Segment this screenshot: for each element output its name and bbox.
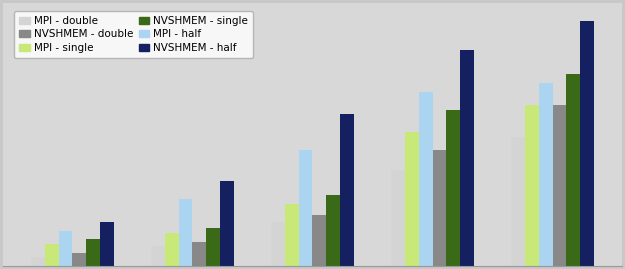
Bar bbox=[566, 74, 580, 266]
Bar bbox=[446, 110, 460, 266]
Bar bbox=[419, 92, 432, 266]
Bar bbox=[525, 105, 539, 266]
Bar bbox=[206, 228, 220, 266]
Bar bbox=[271, 222, 285, 266]
Bar bbox=[220, 181, 234, 266]
Bar bbox=[59, 231, 72, 266]
Bar bbox=[165, 233, 179, 266]
Bar bbox=[72, 253, 86, 266]
Bar bbox=[179, 199, 192, 266]
Bar bbox=[460, 50, 474, 266]
Bar bbox=[192, 242, 206, 266]
Bar bbox=[151, 246, 165, 266]
Bar bbox=[326, 195, 340, 266]
Bar bbox=[580, 21, 594, 266]
Bar bbox=[100, 222, 114, 266]
Bar bbox=[511, 137, 525, 266]
Bar bbox=[432, 150, 446, 266]
Bar bbox=[45, 244, 59, 266]
Bar bbox=[312, 215, 326, 266]
Bar bbox=[391, 170, 405, 266]
Bar bbox=[539, 83, 552, 266]
Bar bbox=[285, 204, 299, 266]
Bar bbox=[405, 132, 419, 266]
Bar bbox=[31, 257, 45, 266]
Bar bbox=[340, 114, 354, 266]
Bar bbox=[86, 239, 100, 266]
Legend: MPI - double, NVSHMEM - double, MPI - single, NVSHMEM - single, MPI - half, NVSH: MPI - double, NVSHMEM - double, MPI - si… bbox=[14, 10, 253, 58]
Bar bbox=[299, 150, 312, 266]
Bar bbox=[552, 105, 566, 266]
